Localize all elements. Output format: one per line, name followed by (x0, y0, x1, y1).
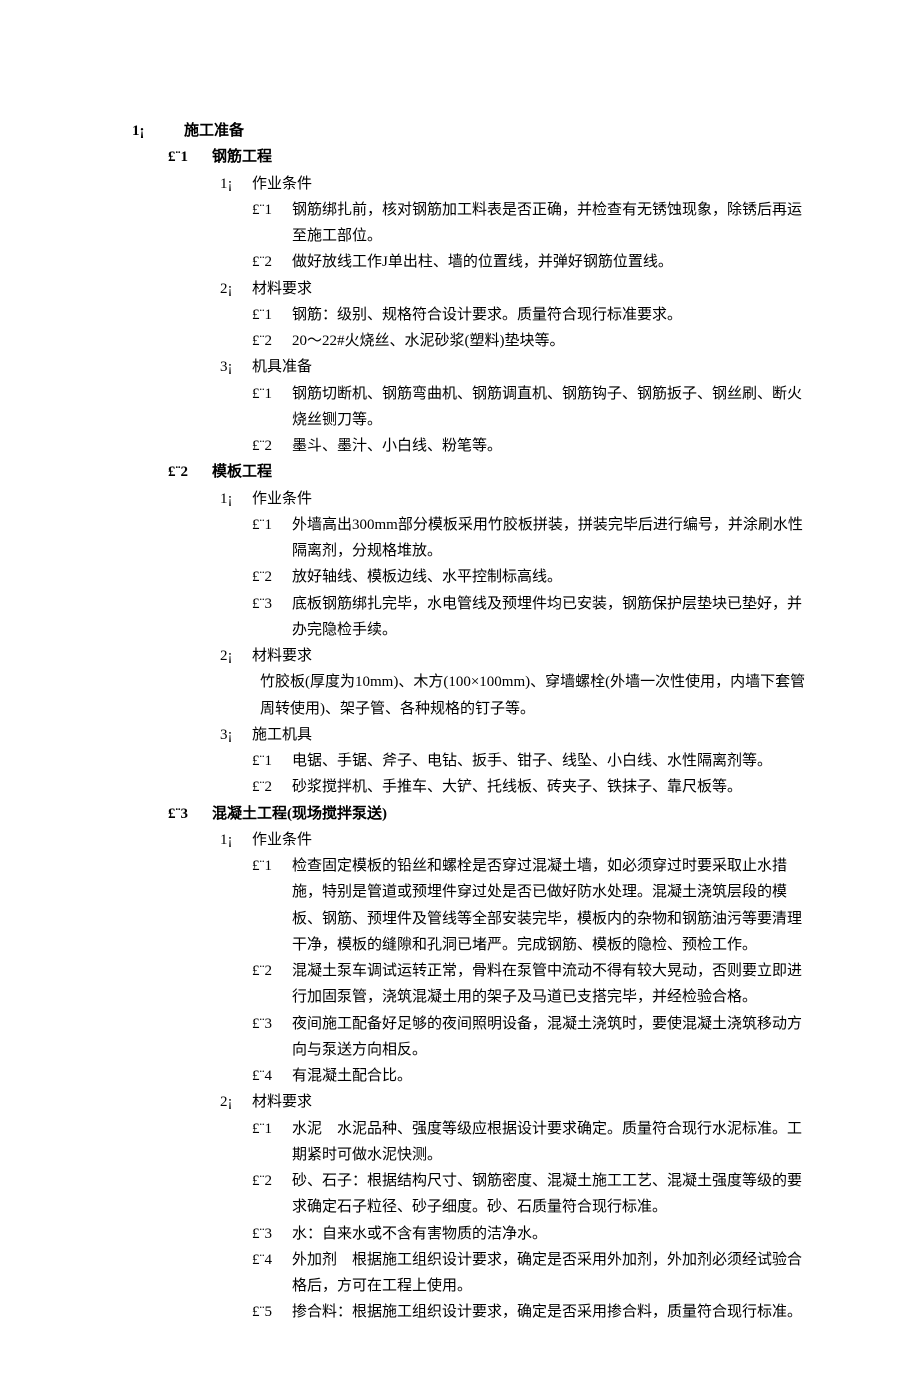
item-marker: £¨1 (252, 512, 292, 565)
list-item: £¨2砂浆搅拌机、手推车、大铲、托线板、砖夹子、铁抹子、靠尺板等。 (252, 774, 812, 800)
list-item: £¨2混凝土泵车调试运转正常，骨料在泵管中流动不得有较大晃动，否则要立即进行加固… (252, 958, 812, 1011)
item-marker: £¨3 (252, 1221, 292, 1247)
item-text: 检查固定模板的铅丝和螺栓是否穿过混凝土墙，如必须穿过时要采取止水措施，特别是管道… (292, 853, 812, 958)
list-item: £¨1检查固定模板的铅丝和螺栓是否穿过混凝土墙，如必须穿过时要采取止水措施，特别… (252, 853, 812, 958)
item-text: 掺合料：根据施工组织设计要求，确定是否采用掺合料，质量符合现行标准。 (292, 1299, 812, 1325)
item-marker: £¨1 (252, 748, 292, 774)
item-marker: £¨5 (252, 1299, 292, 1325)
item-text: 混凝土泵车调试运转正常，骨料在泵管中流动不得有较大晃动，否则要立即进行加固泵管，… (292, 958, 812, 1011)
list-item: £¨4外加剂 根据施工组织设计要求，确定是否采用外加剂，外加剂必须经试验合格后，… (252, 1247, 812, 1300)
list-item: £¨4有混凝土配合比。 (252, 1063, 812, 1089)
list-item: £¨1水泥 水泥品种、强度等级应根据设计要求确定。质量符合现行水泥标准。工期紧时… (252, 1116, 812, 1169)
item-marker: £¨2 (252, 774, 292, 800)
group-heading: 1¡作业条件 (220, 171, 812, 197)
item-marker: £¨1 (252, 853, 292, 958)
item-text: 电锯、手锯、斧子、电钻、扳手、钳子、线坠、小白线、水性隔离剂等。 (292, 748, 812, 774)
group-heading: 3¡施工机具 (220, 722, 812, 748)
item-text: 底板钢筋绑扎完毕，水电管线及预埋件均已安装，钢筋保护层垫块已垫好，并办完隐检手续… (292, 591, 812, 644)
list-item: £¨1外墙高出300mm部分模板采用竹胶板拼装，拼装完毕后进行编号，并涂刷水性隔… (252, 512, 812, 565)
section-heading: 1¡施工准备 (132, 118, 812, 144)
group-heading: 2¡材料要求 (220, 643, 812, 669)
list-item: £¨2放好轴线、模板边线、水平控制标高线。 (252, 564, 812, 590)
item-marker: £¨2 (252, 328, 292, 354)
item-marker: £¨4 (252, 1063, 292, 1089)
item-text: 砂、石子：根据结构尺寸、钢筋密度、混凝土施工工艺、混凝土强度等级的要求确定石子粒… (292, 1168, 812, 1221)
item-marker: £¨2 (252, 564, 292, 590)
document-body: 1¡施工准备£¨1钢筋工程1¡作业条件£¨1钢筋绑扎前，核对钢筋加工料表是否正确… (132, 118, 812, 1326)
item-text: 夜间施工配备好足够的夜间照明设备，混凝土浇筑时，要使混凝土浇筑移动方向与泵送方向… (292, 1011, 812, 1064)
item-marker: £¨3 (252, 1011, 292, 1064)
list-item: £¨3夜间施工配备好足够的夜间照明设备，混凝土浇筑时，要使混凝土浇筑移动方向与泵… (252, 1011, 812, 1064)
item-text: 水泥 水泥品种、强度等级应根据设计要求确定。质量符合现行水泥标准。工期紧时可做水… (292, 1116, 812, 1169)
subsection-heading: £¨1钢筋工程 (168, 144, 812, 170)
item-marker: £¨2 (252, 1168, 292, 1221)
body-text: 竹胶板(厚度为10mm)、木方(100×100mm)、穿墙螺栓(外墙一次性使用，… (260, 669, 812, 722)
item-text: 外加剂 根据施工组织设计要求，确定是否采用外加剂，外加剂必须经试验合格后，方可在… (292, 1247, 812, 1300)
item-marker: £¨3 (252, 591, 292, 644)
list-item: £¨1钢筋绑扎前，核对钢筋加工料表是否正确，并检查有无锈蚀现象，除锈后再运至施工… (252, 197, 812, 250)
list-item: £¨1电锯、手锯、斧子、电钻、扳手、钳子、线坠、小白线、水性隔离剂等。 (252, 748, 812, 774)
list-item: £¨2做好放线工作J单出柱、墙的位置线，并弹好钢筋位置线。 (252, 249, 812, 275)
list-item: £¨3底板钢筋绑扎完毕，水电管线及预埋件均已安装，钢筋保护层垫块已垫好，并办完隐… (252, 591, 812, 644)
item-text: 外墙高出300mm部分模板采用竹胶板拼装，拼装完毕后进行编号，并涂刷水性隔离剂，… (292, 512, 812, 565)
item-marker: £¨2 (252, 958, 292, 1011)
item-text: 有混凝土配合比。 (292, 1063, 812, 1089)
list-item: £¨1钢筋：级别、规格符合设计要求。质量符合现行标准要求。 (252, 302, 812, 328)
item-marker: £¨1 (252, 197, 292, 250)
list-item: £¨3水：自来水或不含有害物质的洁净水。 (252, 1221, 812, 1247)
item-text: 钢筋切断机、钢筋弯曲机、钢筋调直机、钢筋钩子、钢筋扳子、钢丝刷、断火烧丝铡刀等。 (292, 381, 812, 434)
group-heading: 1¡作业条件 (220, 486, 812, 512)
subsection-heading: £¨3混凝土工程(现场搅拌泵送) (168, 801, 812, 827)
list-item: £¨5掺合料：根据施工组织设计要求，确定是否采用掺合料，质量符合现行标准。 (252, 1299, 812, 1325)
subsection-heading: £¨2模板工程 (168, 459, 812, 485)
list-item: £¨2砂、石子：根据结构尺寸、钢筋密度、混凝土施工工艺、混凝土强度等级的要求确定… (252, 1168, 812, 1221)
item-marker: £¨1 (252, 1116, 292, 1169)
list-item: £¨220～22#火烧丝、水泥砂浆(塑料)垫块等。 (252, 328, 812, 354)
group-heading: 3¡机具准备 (220, 354, 812, 380)
item-text: 钢筋绑扎前，核对钢筋加工料表是否正确，并检查有无锈蚀现象，除锈后再运至施工部位。 (292, 197, 812, 250)
item-marker: £¨2 (252, 249, 292, 275)
item-marker: £¨4 (252, 1247, 292, 1300)
item-text: 砂浆搅拌机、手推车、大铲、托线板、砖夹子、铁抹子、靠尺板等。 (292, 774, 812, 800)
item-text: 做好放线工作J单出柱、墙的位置线，并弹好钢筋位置线。 (292, 249, 812, 275)
item-text: 钢筋：级别、规格符合设计要求。质量符合现行标准要求。 (292, 302, 812, 328)
list-item: £¨1钢筋切断机、钢筋弯曲机、钢筋调直机、钢筋钩子、钢筋扳子、钢丝刷、断火烧丝铡… (252, 381, 812, 434)
list-item: £¨2墨斗、墨汁、小白线、粉笔等。 (252, 433, 812, 459)
group-heading: 2¡材料要求 (220, 1089, 812, 1115)
item-text: 水：自来水或不含有害物质的洁净水。 (292, 1221, 812, 1247)
group-heading: 2¡材料要求 (220, 276, 812, 302)
item-text: 20～22#火烧丝、水泥砂浆(塑料)垫块等。 (292, 328, 812, 354)
item-text: 放好轴线、模板边线、水平控制标高线。 (292, 564, 812, 590)
group-heading: 1¡作业条件 (220, 827, 812, 853)
item-text: 墨斗、墨汁、小白线、粉笔等。 (292, 433, 812, 459)
item-marker: £¨1 (252, 302, 292, 328)
item-marker: £¨2 (252, 433, 292, 459)
item-marker: £¨1 (252, 381, 292, 434)
